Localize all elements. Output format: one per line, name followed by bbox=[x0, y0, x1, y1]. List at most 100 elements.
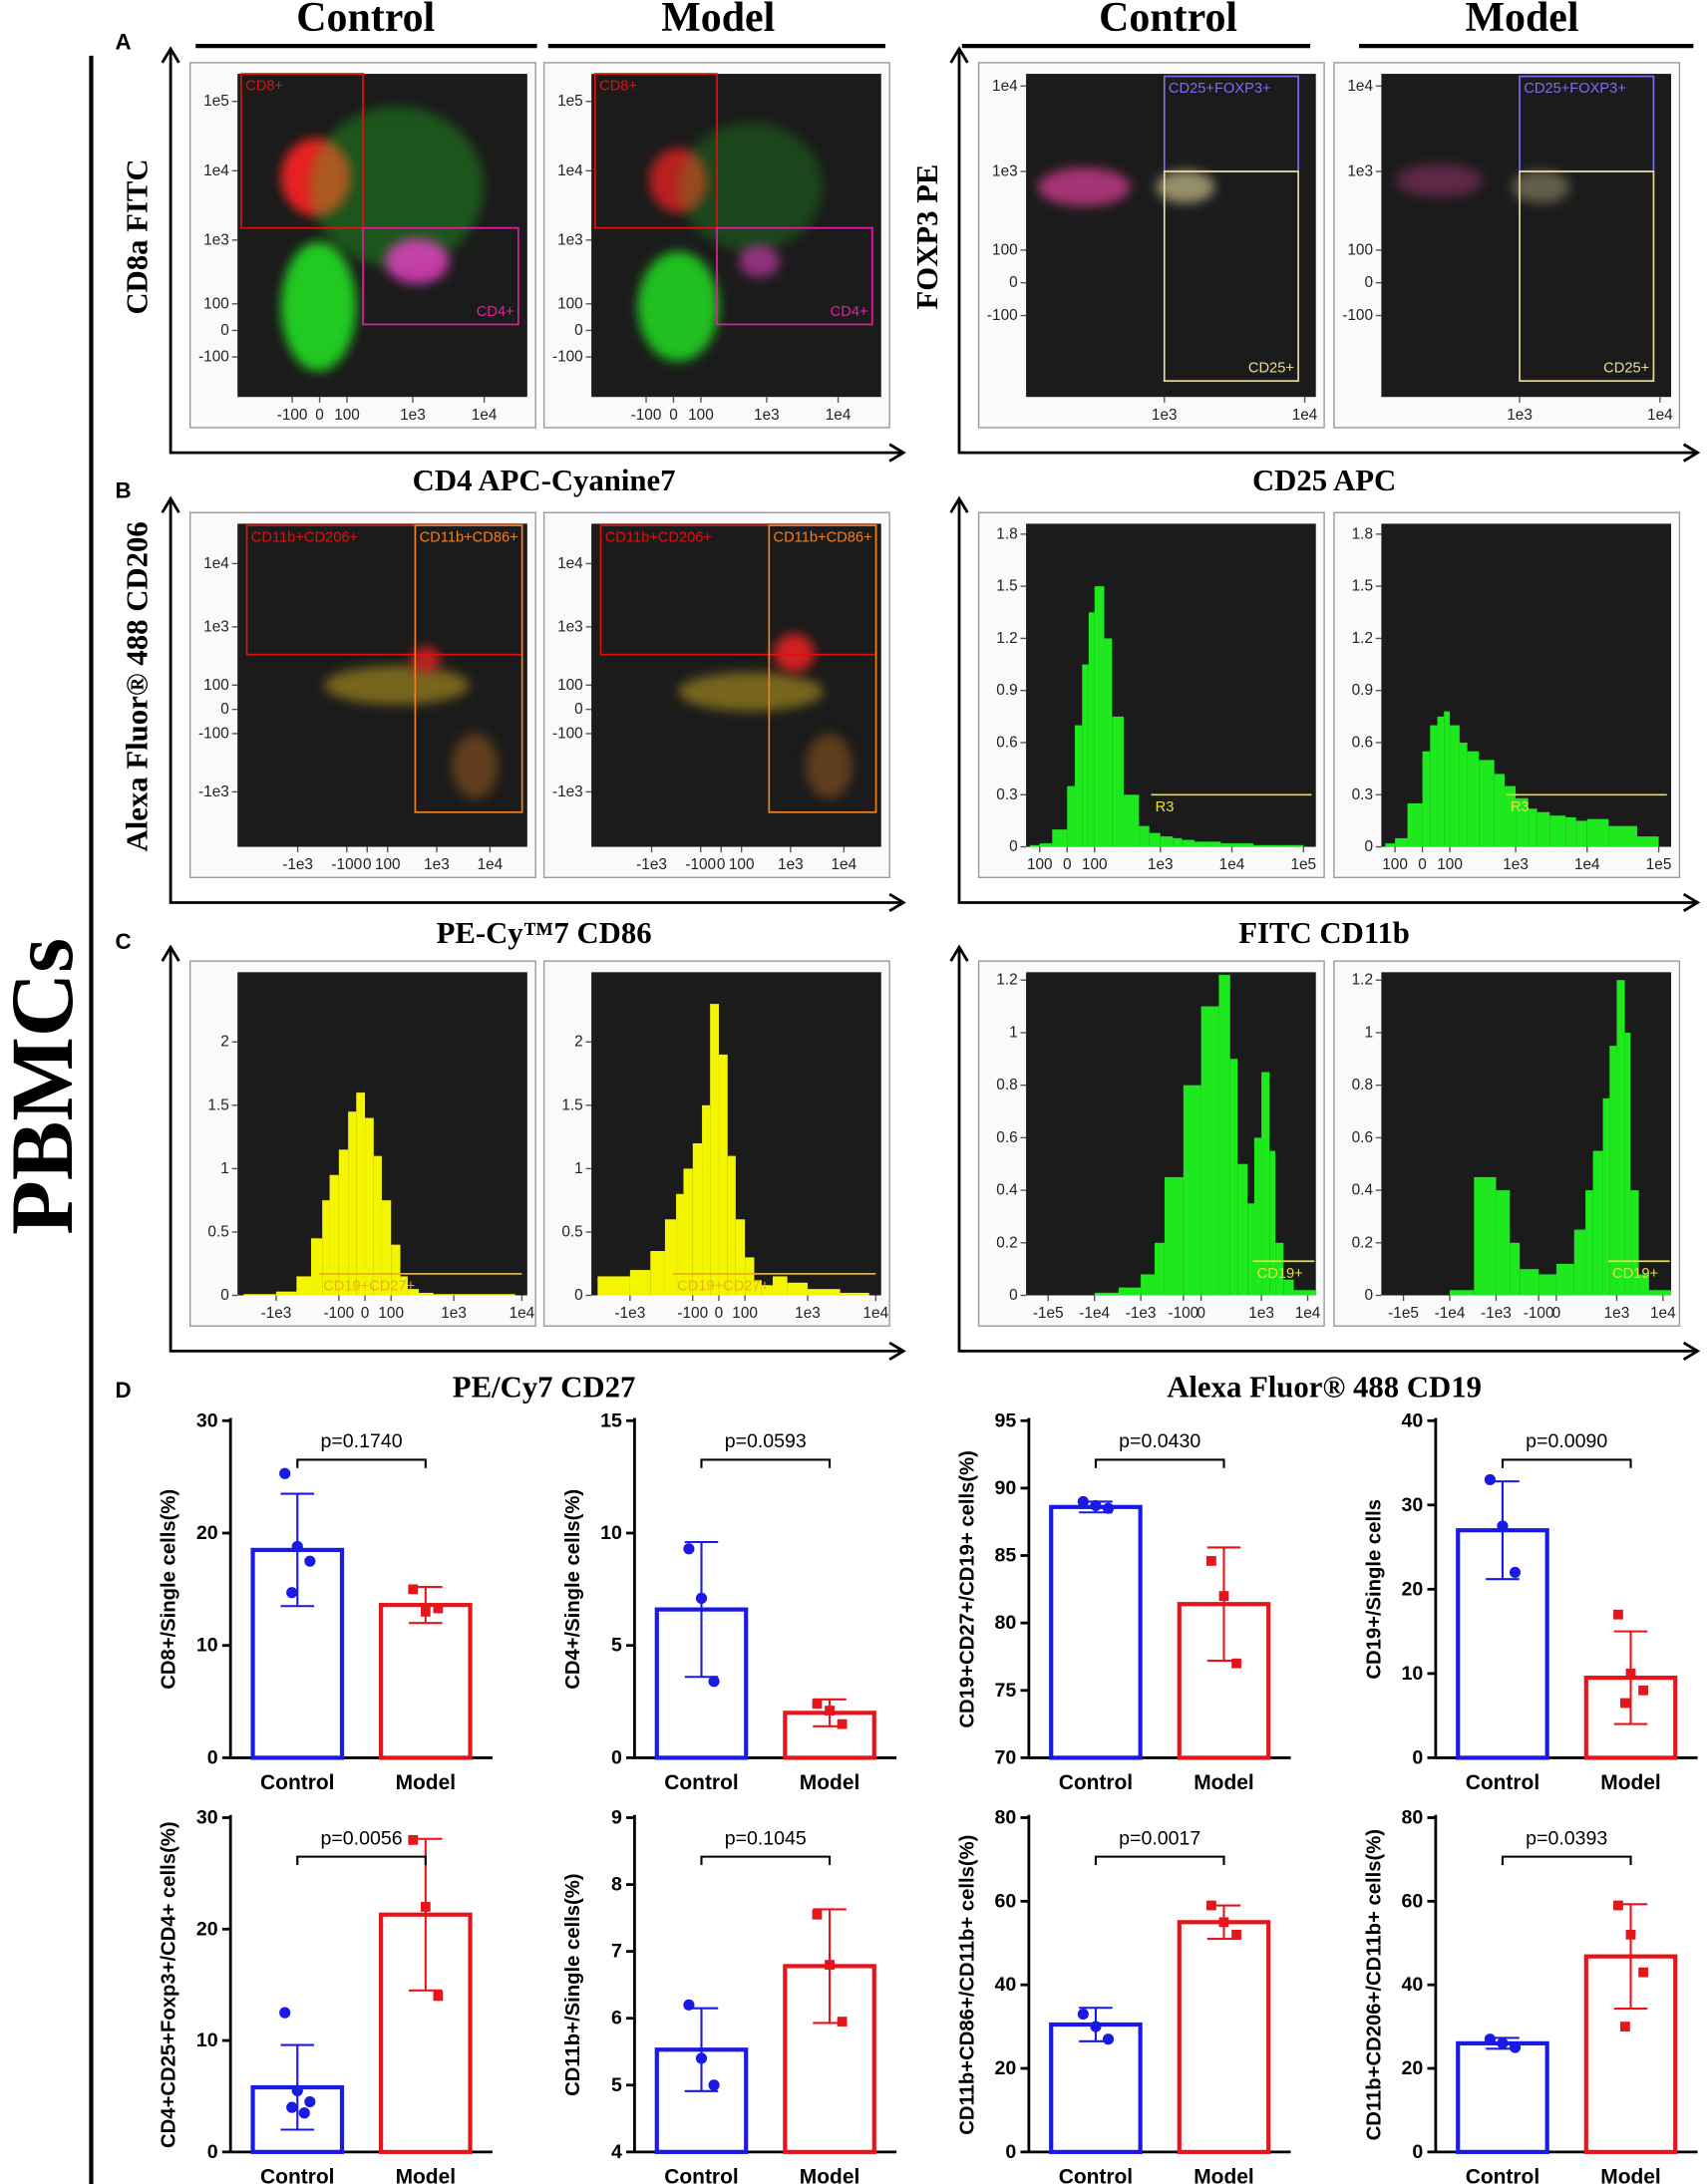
y-tick-label: 0 bbox=[207, 2141, 218, 2163]
y-tick-label: 0.9 bbox=[1352, 682, 1373, 699]
panel-letter: D bbox=[116, 1378, 132, 1403]
y-tick-label: 1e5 bbox=[557, 93, 583, 110]
x-tick-label: 0 bbox=[1418, 856, 1427, 873]
histogram-bar bbox=[348, 1111, 357, 1296]
x-tick-label: 1e4 bbox=[863, 1305, 889, 1322]
y-tick-label: 0.9 bbox=[996, 682, 1017, 699]
gate-label: CD11b+CD86+ bbox=[774, 530, 872, 546]
column-header: Model bbox=[1465, 0, 1578, 41]
y-tick-label: 100 bbox=[992, 241, 1018, 258]
x-axis-label: PE/Cy7 CD27 bbox=[453, 1371, 636, 1404]
plot-content bbox=[324, 646, 499, 798]
y-axis-label: CD19+/Single cells bbox=[1363, 1499, 1385, 1680]
x-tick-label: -100 bbox=[1168, 1305, 1198, 1322]
y-tick-label: 1e3 bbox=[1347, 163, 1373, 180]
histogram-bar bbox=[1067, 785, 1075, 847]
y-tick-label: 0.5 bbox=[561, 1223, 582, 1240]
histogram-bar bbox=[433, 1294, 455, 1296]
data-point bbox=[1620, 1698, 1630, 1709]
y-tick-label: 60 bbox=[995, 1890, 1017, 1912]
y-tick-label: 80 bbox=[1402, 1807, 1424, 1829]
y-axis-label: CD11b+CD206+/CD11b+ cells(%) bbox=[1363, 1829, 1385, 2140]
histogram-bar bbox=[1154, 1242, 1165, 1296]
axis-arrow bbox=[949, 944, 969, 962]
histogram-bar bbox=[1565, 816, 1576, 847]
data-point bbox=[1509, 2041, 1522, 2053]
x-tick-label: 1e3 bbox=[424, 856, 450, 873]
density-cloud bbox=[385, 238, 450, 284]
histogram-bar bbox=[1074, 725, 1083, 847]
x-tick-label: 1e5 bbox=[1646, 856, 1672, 873]
y-tick-label: 10 bbox=[196, 2029, 218, 2051]
density-cloud bbox=[324, 666, 470, 705]
gate-label: CD4+ bbox=[831, 304, 868, 320]
data-point bbox=[304, 2095, 316, 2108]
gate-label: CD19+ bbox=[1257, 1266, 1303, 1282]
x-tick-label: -1e3 bbox=[1126, 1305, 1157, 1322]
significance-bracket bbox=[700, 1458, 832, 1468]
density-cloud bbox=[1395, 163, 1484, 197]
y-tick-label: 1.5 bbox=[996, 578, 1017, 595]
x-tick-label: 0 bbox=[669, 407, 678, 424]
histogram-bar bbox=[1139, 825, 1150, 847]
data-point bbox=[1625, 1668, 1636, 1679]
gate-label: CD11b+CD206+ bbox=[251, 530, 358, 546]
x-tick-label: 0 bbox=[717, 856, 726, 873]
histogram-bar bbox=[329, 1174, 339, 1296]
x-tick-label: -100 bbox=[323, 1305, 354, 1322]
data-point bbox=[1218, 1917, 1229, 1928]
axis-arrow bbox=[888, 1341, 906, 1361]
y-tick-label: 9 bbox=[611, 1807, 622, 1829]
y-tick-label: 1e4 bbox=[557, 162, 583, 179]
axis-frame bbox=[957, 498, 1698, 904]
p-value: p=0.0017 bbox=[1119, 1827, 1200, 1849]
gate-label: CD19+CD27+ bbox=[677, 1278, 769, 1294]
histogram-bar bbox=[486, 1294, 515, 1296]
data-point bbox=[1077, 2008, 1089, 2021]
axis-arrow bbox=[161, 495, 180, 513]
data-point bbox=[812, 1699, 823, 1710]
y-axis-label: CD8+/Single cells(%) bbox=[159, 1489, 180, 1690]
plot-content bbox=[1450, 980, 1672, 1296]
data-point bbox=[298, 2107, 310, 2119]
histogram-bar bbox=[629, 1270, 651, 1296]
histogram-bar bbox=[1474, 1176, 1497, 1296]
p-value: p=0.0430 bbox=[1119, 1430, 1200, 1452]
histogram-bar bbox=[1496, 1190, 1511, 1296]
density-cloud bbox=[637, 251, 719, 362]
axis-frame bbox=[957, 947, 1698, 1353]
x-tick-label: -1e4 bbox=[1435, 1305, 1466, 1322]
gate-label: CD19+ bbox=[1612, 1266, 1658, 1282]
histogram-bar bbox=[1505, 785, 1517, 847]
x-tick-label: Control bbox=[664, 2166, 738, 2184]
x-tick-label: 1e3 bbox=[441, 1305, 467, 1322]
data-point bbox=[1231, 1929, 1241, 1940]
histogram-bar bbox=[1573, 1229, 1586, 1296]
histogram-bar bbox=[296, 1276, 312, 1296]
data-point bbox=[1620, 2022, 1630, 2031]
p-value: p=0.0393 bbox=[1526, 1827, 1607, 1849]
y-tick-label: -100 bbox=[198, 725, 229, 742]
histogram-bar bbox=[1422, 751, 1431, 847]
y-tick-label: 0.6 bbox=[996, 734, 1017, 751]
density-cloud bbox=[309, 106, 485, 268]
gate-label: CD4+ bbox=[477, 304, 514, 320]
data-point bbox=[286, 2101, 298, 2113]
data-point bbox=[1206, 1556, 1216, 1566]
y-tick-label: -1e3 bbox=[552, 783, 583, 800]
histogram-bar bbox=[1407, 802, 1423, 847]
y-tick-label: 0.6 bbox=[1352, 1129, 1373, 1146]
histogram-bar bbox=[702, 1104, 711, 1296]
y-tick-label: -100 bbox=[552, 349, 583, 366]
x-tick-label: 1e3 bbox=[1507, 407, 1533, 424]
x-tick-label: -1e3 bbox=[282, 856, 313, 873]
plot-content bbox=[1385, 711, 1659, 847]
data-point bbox=[837, 1718, 848, 1729]
x-tick-label: 100 bbox=[729, 856, 755, 873]
x-tick-label: 100 bbox=[732, 1305, 758, 1322]
y-tick-label: 0 bbox=[1364, 1287, 1373, 1304]
axis-arrow bbox=[1682, 892, 1701, 913]
column-header: Control bbox=[296, 0, 435, 41]
y-tick-label: 1 bbox=[1364, 1024, 1373, 1041]
